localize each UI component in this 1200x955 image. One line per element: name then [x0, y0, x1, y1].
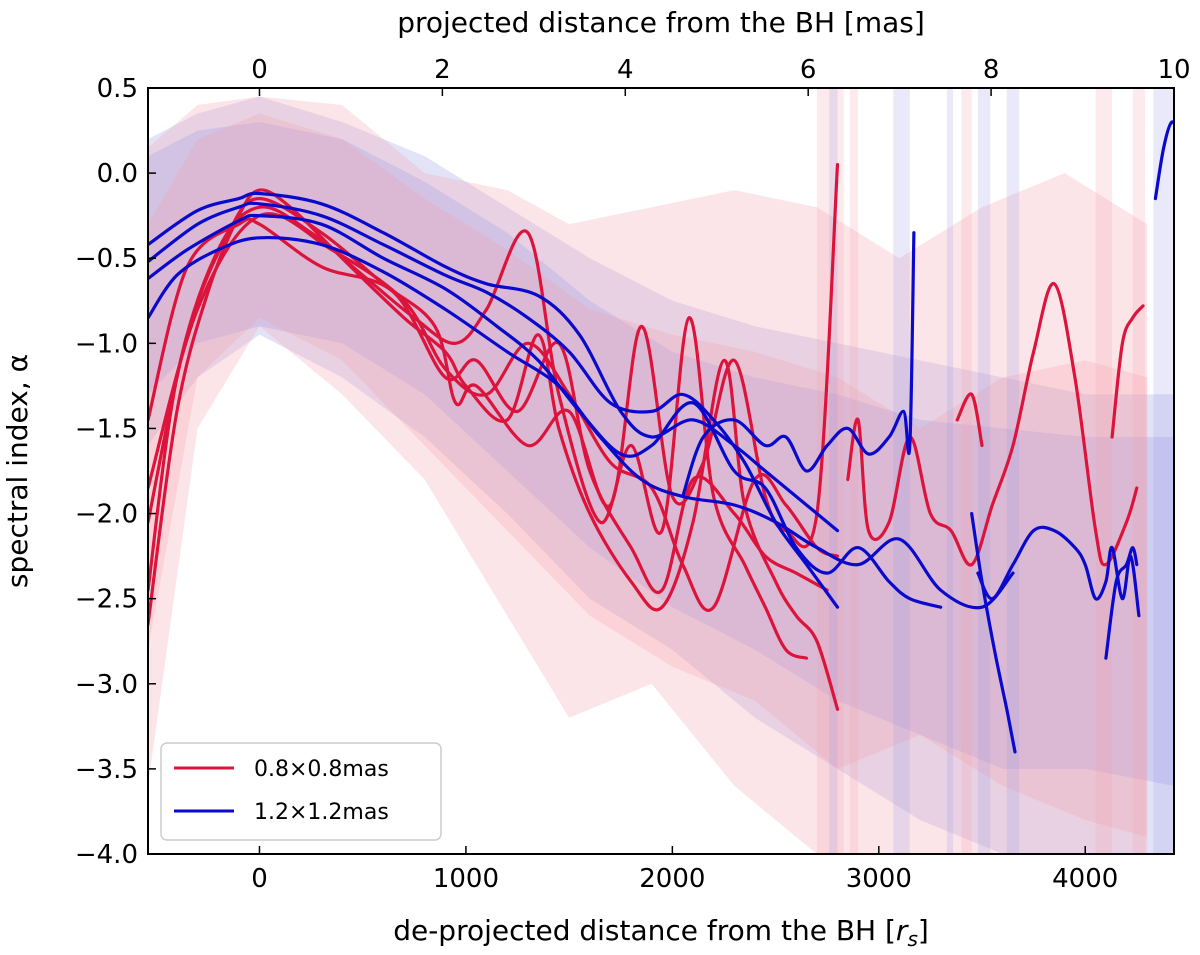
- vertical-band-blue-10: [1153, 88, 1174, 854]
- y-tick-label: −2.5: [75, 585, 138, 615]
- series-line-blue-9: [148, 213, 943, 609]
- uncertainty-bands: [148, 88, 1174, 854]
- y-tick-label: −1.0: [75, 329, 138, 359]
- top-x-tick-label: 2: [434, 55, 451, 85]
- plot-frame: [147, 87, 1175, 855]
- series-line-red-7: [955, 392, 984, 448]
- uncertainty-band-red-1: [148, 96, 1148, 854]
- y-tick-label: −1.5: [75, 414, 138, 444]
- y-tick-label: 0.5: [97, 74, 138, 104]
- x-axis-label-text: de-projected distance from the BH [: [393, 914, 896, 947]
- bottom-x-axis: 0 1000 2000 3000 4000: [251, 846, 1118, 894]
- y-tick-label: −3.0: [75, 670, 138, 700]
- vertical-band-red-8: [1095, 88, 1113, 854]
- series-line-blue-15: [1104, 546, 1139, 660]
- series-line-red-5: [846, 282, 1139, 567]
- uncertainty-band-blue-0: [148, 96, 1174, 854]
- top-x-tick-label: 8: [983, 55, 1000, 85]
- legend-label-blue: 1.2×1.2mas: [254, 800, 389, 825]
- y-tick-label: 0.0: [97, 159, 138, 189]
- vertical-band-red-9: [1132, 88, 1146, 854]
- top-x-tick-label: 4: [617, 55, 634, 85]
- vertical-band-red-4: [961, 88, 972, 854]
- series-line-blue-8: [148, 236, 1015, 610]
- top-x-axis-label: projected distance from the BH [mas]: [397, 6, 925, 39]
- x-tick-label: 4000: [1052, 864, 1118, 894]
- x-axis-label: de-projected distance from the BH [rs]: [393, 914, 929, 951]
- y-tick-label: −3.5: [75, 755, 138, 785]
- series-lines: [148, 120, 1174, 754]
- x-axis-label-close: ]: [918, 914, 929, 947]
- y-axis: 0.5 0.0 −0.5 −1.0 −1.5 −2.0 −2.5 −3.0 −3.5 −4.0: [75, 74, 156, 870]
- vertical-band-blue-7: [1006, 88, 1020, 854]
- x-axis-label-unit-subscript: s: [907, 927, 917, 951]
- y-tick-label: −4.0: [75, 840, 138, 870]
- uncertainty-band-blue-2: [148, 122, 1174, 786]
- top-x-axis: 0 2 4 6 8 10: [251, 55, 1191, 96]
- vertical-band-blue-5: [946, 88, 954, 854]
- vertical-band-blue-1: [829, 88, 838, 854]
- vertical-band-blue-6: [977, 88, 991, 854]
- x-tick-label: 3000: [846, 864, 912, 894]
- vertical-band-red-2: [849, 88, 859, 854]
- y-tick-label: −0.5: [75, 244, 138, 274]
- legend-label-red: 0.8×0.8mas: [254, 757, 389, 782]
- y-tick-label: −2.0: [75, 500, 138, 530]
- series-line-blue-10: [148, 201, 840, 609]
- series-line-blue-12: [681, 231, 916, 499]
- top-x-tick-label: 10: [1157, 55, 1190, 85]
- x-tick-label: 1000: [433, 864, 499, 894]
- series-line-blue-13: [970, 512, 1017, 754]
- series-line-blue-16: [1153, 120, 1174, 201]
- series-line-red-6: [1110, 304, 1145, 439]
- top-x-tick-label: 0: [251, 55, 268, 85]
- legend: 0.8×0.8mas 1.2×1.2mas: [160, 742, 442, 841]
- series-line-blue-11: [148, 191, 840, 533]
- y-axis-label: spectral index, α: [1, 354, 34, 588]
- top-x-tick-label: 6: [800, 55, 817, 85]
- x-tick-label: 0: [251, 864, 268, 894]
- series-line-blue-14: [976, 525, 1141, 618]
- x-axis-label-unit: r: [896, 914, 909, 947]
- x-tick-label: 2000: [639, 864, 705, 894]
